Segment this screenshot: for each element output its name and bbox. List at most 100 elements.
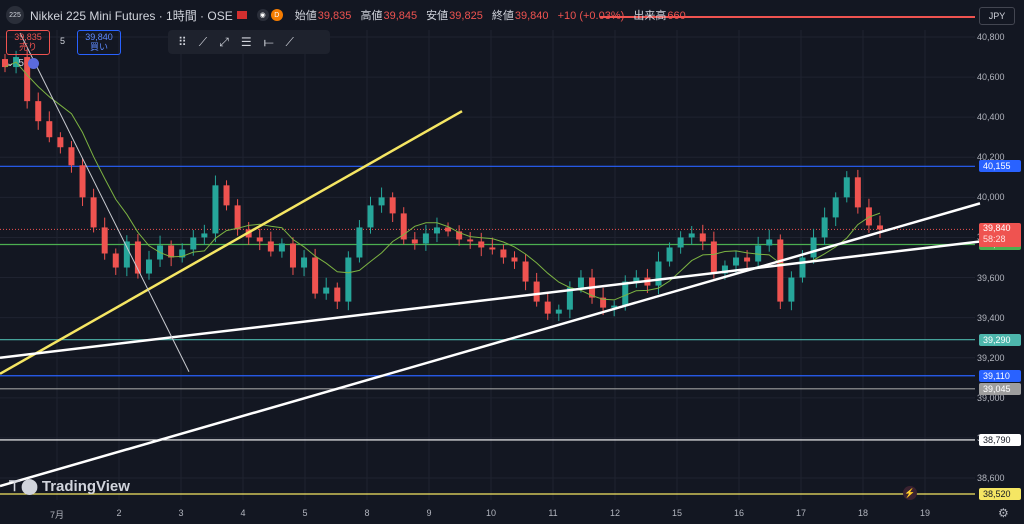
candle-body [733, 257, 740, 266]
price-tick-label: 40,800 [977, 32, 1005, 42]
currency-selector[interactable]: JPY [979, 7, 1015, 25]
candle-body [134, 241, 141, 274]
horizontal-ray-tool-icon[interactable]: ⟝ [263, 34, 274, 49]
symbol-title[interactable]: Nikkei 225 Mini Futures · 1時間 · OSE [30, 8, 233, 23]
sell-button[interactable]: 39,835 売り [6, 30, 50, 55]
date-tick-label: 5 [302, 508, 308, 518]
ray-tool-icon[interactable]: ⤢ [219, 34, 229, 49]
candle-body [90, 197, 97, 228]
candle-body [68, 147, 75, 166]
candle-body [511, 257, 518, 262]
candle-body [267, 241, 274, 252]
drawing-toolbar: ⠿ ⟋ ⤢ ☰ ⟝ ⟋ [168, 30, 330, 54]
candle-body [622, 281, 629, 306]
candle-body [877, 225, 883, 230]
trend-line-white-2 [0, 202, 981, 488]
date-tick-label: 17 [795, 508, 807, 518]
price-tick-label: 39,600 [977, 272, 1005, 283]
candle-body [799, 257, 806, 278]
extended-line-tool-icon[interactable]: ⟋ [285, 34, 294, 49]
ma-line [4, 61, 881, 301]
candle-body [256, 237, 263, 242]
candle-body [666, 247, 673, 262]
level-price-tag: 38,520 [979, 488, 1021, 501]
date-tick-label: 18 [857, 508, 869, 518]
candle-body [422, 233, 429, 244]
candle-body [212, 185, 219, 234]
candle-body [810, 237, 817, 258]
candle-body [389, 197, 396, 214]
date-tick-label: 7月 [49, 510, 65, 520]
bolt-icon[interactable]: ⚡ [903, 486, 917, 500]
candle-body [721, 265, 728, 274]
level-price-tag: 40,155 [979, 160, 1021, 173]
candle-body [489, 247, 496, 250]
trend-line-tool-icon[interactable]: ⟋ [198, 34, 208, 49]
date-tick-label: 2 [116, 508, 122, 518]
symbol-logo: 225 [6, 6, 24, 24]
date-tick-label: 9 [426, 508, 432, 518]
trend-line-white-1 [0, 240, 981, 359]
trend-line-yellow [0, 110, 463, 375]
order-quantity[interactable]: 5 [60, 36, 66, 46]
price-tick-label: 40,600 [977, 72, 1005, 83]
candle-body [289, 243, 296, 268]
candle-body [378, 197, 385, 206]
candle-body [35, 101, 42, 122]
candle-body [145, 259, 152, 274]
candle-body [555, 309, 562, 314]
bar-countdown: 58:28 [983, 234, 1006, 245]
candle-body [544, 301, 551, 314]
candle-body [201, 233, 208, 238]
parallel-channel-tool-icon[interactable]: ☰ [240, 35, 252, 49]
buy-button[interactable]: 39,840 買い [77, 30, 121, 55]
candle-body [478, 241, 485, 248]
candle-body [2, 59, 8, 68]
candle-body [301, 257, 308, 268]
current-price-value: 39,840 [983, 223, 1011, 234]
gear-icon[interactable]: ⚙ [998, 506, 1009, 520]
date-tick-label: 16 [733, 508, 745, 518]
trend-lines [0, 32, 981, 488]
candle-body [179, 249, 186, 258]
drag-handle-icon[interactable]: ⠿ [178, 35, 187, 49]
candle-body [832, 197, 839, 218]
indicator-icon[interactable] [27, 58, 39, 69]
trend-line-thin-white [19, 32, 190, 372]
candle-body [677, 237, 684, 248]
date-tick-label: 15 [671, 508, 683, 518]
candle-body [312, 257, 319, 294]
candle-body [112, 253, 119, 268]
candle-body [24, 57, 31, 102]
candle-body [611, 305, 618, 308]
level-price-tag: 39,110 [979, 369, 1021, 382]
indicator-legend[interactable]: ⌄ 5 [6, 58, 39, 69]
candle-body [345, 257, 352, 302]
date-tick-label: 10 [485, 508, 497, 518]
current-price-tag: 39,840 58:28 [979, 223, 1021, 248]
candle-body [323, 287, 330, 294]
candle-body [168, 245, 175, 258]
candle-body [445, 227, 452, 232]
candle-body [766, 239, 773, 246]
status-dots: ◉ D [256, 9, 283, 21]
candle-body [433, 227, 440, 234]
candles [2, 49, 883, 322]
candle-body [865, 207, 872, 226]
chevron-down-icon[interactable]: ⌄ [6, 58, 15, 69]
ohlc-values: 始値39,835 高値39,845 安値39,825 終値39,840 +10 … [294, 10, 686, 22]
candle-body [522, 261, 529, 282]
candle-body [101, 227, 108, 254]
date-tick-label: 11 [548, 508, 558, 518]
moving-average [4, 61, 881, 301]
candle-body [334, 287, 341, 302]
price-tick-label: 39,200 [977, 352, 1005, 363]
candle-body [400, 213, 407, 240]
data-delay-icon[interactable]: D [270, 9, 283, 21]
tradingview-logo[interactable]: ⊤⬤ TradingView [8, 477, 130, 496]
candle-body [600, 297, 607, 308]
candle-body [533, 281, 540, 302]
date-tick-label: 19 [919, 508, 931, 518]
candle-body [777, 239, 784, 302]
